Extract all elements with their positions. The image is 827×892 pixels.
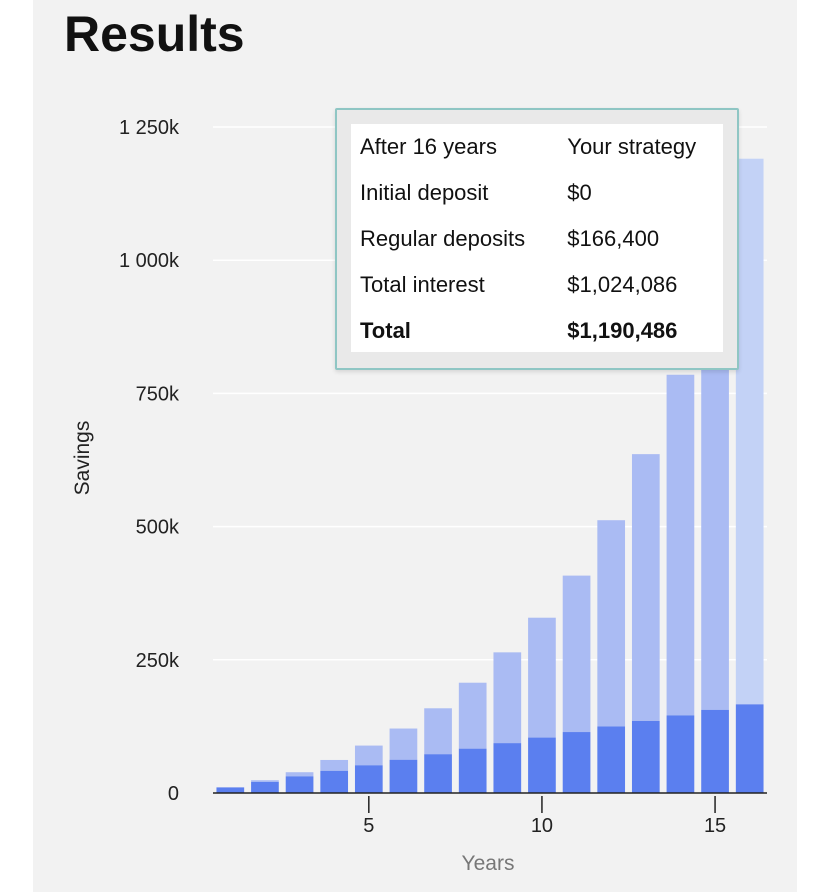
- bar-interest: [528, 617, 556, 738]
- bar-interest: [701, 322, 729, 710]
- y-tick-label: 1 250k: [119, 117, 180, 139]
- bar-deposits: [389, 759, 418, 793]
- tooltip-row-label: Total interest: [360, 272, 485, 297]
- bar-interest: [562, 575, 591, 733]
- y-tick-label: 250k: [136, 650, 180, 672]
- bar-interest: [285, 772, 314, 777]
- x-tick-label: 15: [704, 815, 726, 837]
- tooltip-row-total: Total $1,190,486: [351, 308, 723, 354]
- y-tick-label: 750k: [136, 383, 180, 405]
- x-axis-label: Years: [462, 852, 515, 875]
- tooltip-table: After 16 years Your strategy Initial dep…: [351, 124, 723, 354]
- tooltip-header-period: After 16 years: [360, 134, 497, 159]
- tooltip-row-label: Regular deposits: [360, 226, 526, 251]
- x-tick-label: 5: [363, 815, 374, 837]
- tooltip-header-strategy: Your strategy: [567, 134, 697, 159]
- bar-interest: [666, 374, 695, 716]
- tooltip-row-regular-deposits: Regular deposits $166,400: [351, 216, 723, 262]
- bar-deposits: [735, 704, 764, 793]
- summary-tooltip: After 16 years Your strategy Initial dep…: [335, 108, 739, 370]
- bar-interest: [458, 682, 487, 749]
- bar-deposits: [562, 732, 591, 793]
- tooltip-body: After 16 years Your strategy Initial dep…: [351, 124, 723, 352]
- bar-deposits: [354, 765, 383, 793]
- tooltip-row-total-interest: Total interest $1,024,086: [351, 262, 723, 308]
- bar-interest: [597, 520, 626, 727]
- bar-deposits: [285, 776, 314, 793]
- bar-interest: [631, 454, 660, 721]
- y-tick-label: 500k: [136, 517, 180, 539]
- tooltip-row-label: Total: [360, 318, 411, 343]
- bar-deposits: [458, 748, 487, 793]
- tooltip-row-initial-deposit: Initial deposit $0: [351, 170, 723, 216]
- y-axis-label: Savings: [71, 421, 94, 496]
- bar-deposits: [320, 770, 349, 793]
- y-tick-label: 1 000k: [119, 250, 180, 272]
- bar-deposits: [216, 787, 245, 793]
- bar-deposits: [666, 715, 695, 793]
- bar-deposits: [597, 726, 626, 793]
- page-title: Results: [64, 6, 245, 62]
- tooltip-header-row: After 16 years Your strategy: [351, 124, 723, 170]
- bar-interest: [493, 652, 522, 744]
- bar-interest: [735, 158, 764, 705]
- x-tick-label: 10: [531, 815, 553, 837]
- bar-interest: [424, 708, 452, 755]
- y-tick-label: 0: [168, 783, 179, 805]
- bar-deposits: [528, 737, 556, 793]
- tooltip-row-value: $1,190,486: [567, 318, 678, 343]
- bar-interest: [354, 745, 383, 766]
- bar-deposits: [493, 743, 522, 793]
- bar-deposits: [631, 720, 660, 793]
- bars: [216, 158, 764, 793]
- bar-interest: [389, 728, 418, 760]
- tooltip-row-value: $0: [567, 180, 592, 205]
- tooltip-row-value: $1,024,086: [567, 272, 678, 297]
- bar-deposits: [424, 754, 452, 793]
- tick-labels: 0 250k 500k 750k 1 000k 1 250k 5 10 15: [119, 117, 726, 837]
- bar-interest: [251, 780, 279, 782]
- tooltip-row-value: $166,400: [567, 226, 660, 251]
- bar-interest: [320, 759, 349, 771]
- tooltip-row-label: Initial deposit: [360, 180, 489, 205]
- bar-deposits: [251, 781, 279, 793]
- bar-deposits: [701, 709, 729, 793]
